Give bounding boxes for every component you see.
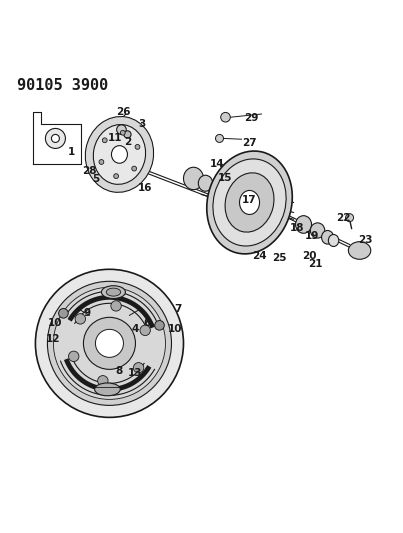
Circle shape (54, 287, 166, 399)
Ellipse shape (183, 167, 204, 190)
Text: 2: 2 (124, 136, 131, 147)
Circle shape (96, 329, 123, 357)
Circle shape (99, 159, 104, 164)
Text: 6: 6 (144, 318, 151, 328)
Text: 22: 22 (337, 214, 351, 223)
Circle shape (98, 376, 108, 386)
Text: 8: 8 (116, 366, 123, 376)
Circle shape (35, 269, 183, 417)
Ellipse shape (85, 117, 154, 192)
Polygon shape (33, 112, 81, 165)
Text: 1: 1 (68, 148, 75, 157)
Circle shape (75, 314, 85, 324)
Ellipse shape (328, 235, 339, 246)
Text: 11: 11 (108, 133, 123, 143)
Ellipse shape (213, 159, 286, 246)
Text: 13: 13 (128, 368, 143, 377)
Circle shape (133, 362, 144, 373)
Text: 25: 25 (272, 254, 287, 263)
Circle shape (120, 131, 125, 135)
Text: 16: 16 (138, 183, 153, 193)
Text: 12: 12 (46, 334, 61, 344)
Text: 17: 17 (242, 196, 257, 205)
Ellipse shape (102, 286, 125, 298)
Circle shape (346, 214, 353, 222)
Ellipse shape (93, 125, 145, 184)
Circle shape (114, 174, 118, 179)
Text: 18: 18 (290, 223, 305, 233)
Text: 19: 19 (304, 231, 319, 241)
Text: 3: 3 (138, 119, 145, 130)
Text: 23: 23 (358, 236, 373, 246)
Circle shape (132, 166, 137, 171)
Text: 15: 15 (218, 173, 233, 183)
Circle shape (69, 351, 79, 361)
Text: 9: 9 (84, 308, 91, 318)
Circle shape (111, 301, 121, 311)
Circle shape (48, 281, 172, 406)
Text: 90105 3900: 90105 3900 (17, 78, 109, 93)
Ellipse shape (106, 288, 120, 296)
Circle shape (135, 144, 140, 149)
Text: 10: 10 (168, 324, 183, 334)
Ellipse shape (295, 216, 312, 233)
Circle shape (116, 125, 126, 134)
Circle shape (140, 325, 150, 336)
Text: 26: 26 (116, 108, 131, 117)
Text: 27: 27 (242, 138, 257, 148)
Text: 4: 4 (132, 324, 139, 334)
Ellipse shape (95, 383, 120, 396)
Text: 24: 24 (252, 252, 267, 262)
Text: 7: 7 (174, 303, 181, 313)
Ellipse shape (225, 173, 274, 232)
Text: 10: 10 (48, 318, 63, 328)
Ellipse shape (322, 230, 334, 244)
Text: 20: 20 (302, 252, 317, 262)
Circle shape (46, 128, 65, 148)
Circle shape (52, 134, 59, 142)
Text: 5: 5 (92, 174, 99, 184)
Ellipse shape (112, 146, 127, 163)
Circle shape (221, 112, 231, 122)
Text: 29: 29 (244, 112, 259, 123)
Ellipse shape (198, 175, 213, 191)
Ellipse shape (310, 223, 325, 238)
Text: 28: 28 (82, 166, 97, 176)
Circle shape (124, 131, 131, 138)
Text: 14: 14 (210, 159, 225, 169)
Circle shape (58, 309, 68, 318)
Text: 21: 21 (308, 260, 323, 270)
Ellipse shape (348, 241, 371, 259)
Circle shape (83, 317, 135, 369)
Ellipse shape (207, 151, 292, 254)
Ellipse shape (239, 190, 260, 214)
Circle shape (155, 320, 164, 330)
Circle shape (216, 134, 224, 142)
Circle shape (102, 138, 107, 143)
